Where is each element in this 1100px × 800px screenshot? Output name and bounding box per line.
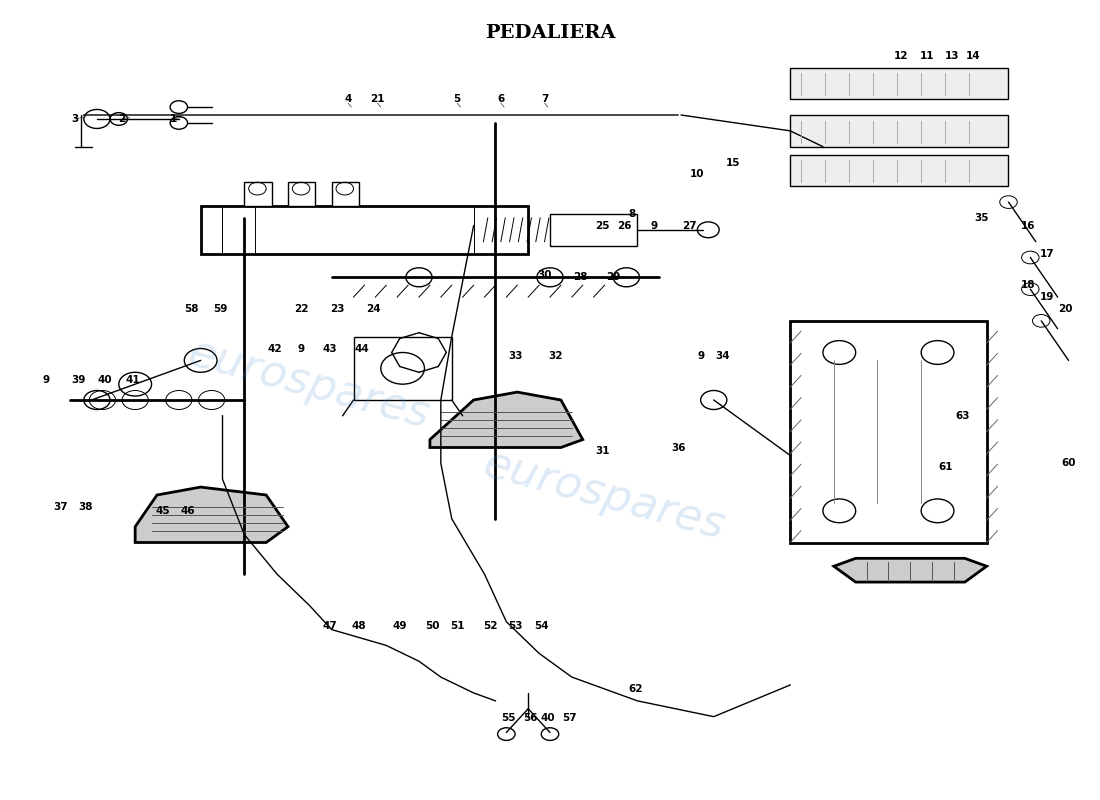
Text: 23: 23 bbox=[330, 304, 344, 314]
Text: 44: 44 bbox=[355, 343, 370, 354]
Text: 40: 40 bbox=[97, 375, 112, 386]
Text: 61: 61 bbox=[938, 462, 953, 472]
Text: 43: 43 bbox=[322, 343, 337, 354]
Text: 10: 10 bbox=[690, 170, 705, 179]
Bar bbox=[244, 182, 272, 206]
Text: 32: 32 bbox=[548, 351, 563, 362]
Text: 20: 20 bbox=[1058, 304, 1072, 314]
Text: 36: 36 bbox=[672, 442, 686, 453]
Bar bbox=[288, 182, 316, 206]
Text: 63: 63 bbox=[956, 411, 970, 421]
Text: 9: 9 bbox=[650, 221, 658, 231]
Bar bbox=[353, 337, 452, 400]
Text: 37: 37 bbox=[54, 502, 68, 512]
Text: 12: 12 bbox=[894, 50, 909, 61]
Text: 54: 54 bbox=[534, 621, 549, 630]
Text: 6: 6 bbox=[497, 94, 505, 104]
Polygon shape bbox=[135, 487, 288, 542]
Text: 52: 52 bbox=[483, 621, 497, 630]
Text: 25: 25 bbox=[595, 221, 609, 231]
Text: 5: 5 bbox=[453, 94, 461, 104]
Text: 9: 9 bbox=[297, 343, 305, 354]
Polygon shape bbox=[430, 392, 583, 447]
Text: 60: 60 bbox=[1062, 458, 1076, 468]
Text: 33: 33 bbox=[508, 351, 522, 362]
Text: 27: 27 bbox=[682, 221, 697, 231]
Text: 57: 57 bbox=[562, 714, 578, 723]
Text: eurospares: eurospares bbox=[185, 331, 436, 437]
Text: 16: 16 bbox=[1021, 221, 1035, 231]
Text: 46: 46 bbox=[180, 506, 195, 516]
Text: 47: 47 bbox=[322, 621, 337, 630]
Text: 30: 30 bbox=[537, 270, 552, 280]
Text: 40: 40 bbox=[540, 714, 556, 723]
Bar bbox=[790, 115, 1009, 146]
Text: 53: 53 bbox=[508, 621, 522, 630]
Text: 8: 8 bbox=[628, 209, 636, 219]
Text: 21: 21 bbox=[371, 94, 385, 104]
Text: 62: 62 bbox=[628, 684, 642, 694]
Bar bbox=[790, 154, 1009, 186]
Text: 45: 45 bbox=[155, 506, 169, 516]
Text: 31: 31 bbox=[595, 446, 609, 457]
Text: 18: 18 bbox=[1021, 280, 1035, 290]
Text: 49: 49 bbox=[392, 621, 407, 630]
Text: 24: 24 bbox=[366, 304, 381, 314]
Text: 39: 39 bbox=[72, 375, 86, 386]
Text: 19: 19 bbox=[1040, 292, 1054, 302]
Text: 50: 50 bbox=[425, 621, 439, 630]
Bar bbox=[790, 67, 1009, 99]
Text: 48: 48 bbox=[352, 621, 366, 630]
Text: 11: 11 bbox=[920, 50, 934, 61]
Bar bbox=[550, 214, 637, 246]
Text: eurospares: eurospares bbox=[478, 442, 730, 548]
Text: 28: 28 bbox=[573, 272, 587, 282]
Text: 34: 34 bbox=[715, 351, 729, 362]
Bar bbox=[200, 206, 528, 254]
Text: 15: 15 bbox=[726, 158, 740, 167]
Text: 1: 1 bbox=[169, 114, 177, 124]
Text: 35: 35 bbox=[974, 213, 989, 223]
Text: 38: 38 bbox=[79, 502, 94, 512]
Text: 22: 22 bbox=[294, 304, 308, 314]
Text: 9: 9 bbox=[697, 351, 704, 362]
Text: 41: 41 bbox=[125, 375, 141, 386]
Text: 29: 29 bbox=[606, 272, 620, 282]
Text: 3: 3 bbox=[72, 114, 79, 124]
Text: 13: 13 bbox=[945, 50, 959, 61]
Bar bbox=[790, 321, 987, 542]
Text: 7: 7 bbox=[541, 94, 548, 104]
Polygon shape bbox=[834, 558, 987, 582]
Text: 55: 55 bbox=[502, 714, 516, 723]
Text: 56: 56 bbox=[524, 714, 538, 723]
Text: 42: 42 bbox=[267, 343, 283, 354]
Text: PEDALIERA: PEDALIERA bbox=[485, 24, 615, 42]
Text: 59: 59 bbox=[213, 304, 228, 314]
Text: 4: 4 bbox=[344, 94, 352, 104]
Bar bbox=[332, 182, 359, 206]
Text: 2: 2 bbox=[119, 114, 125, 124]
Text: 9: 9 bbox=[42, 375, 50, 386]
Text: 58: 58 bbox=[185, 304, 199, 314]
Text: 14: 14 bbox=[966, 50, 981, 61]
Text: 17: 17 bbox=[1040, 249, 1054, 258]
Text: 51: 51 bbox=[450, 621, 464, 630]
Text: 26: 26 bbox=[617, 221, 631, 231]
